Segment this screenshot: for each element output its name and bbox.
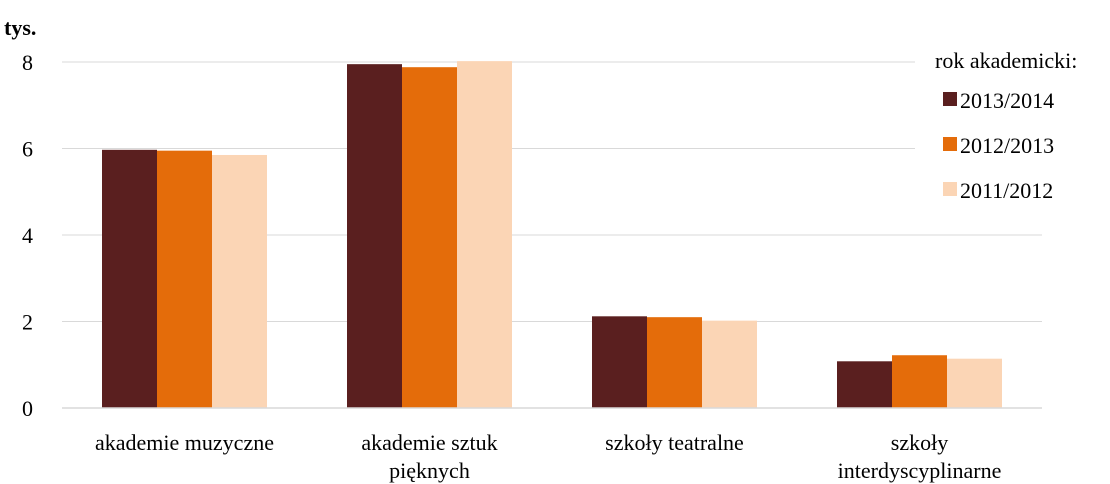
bar-2013-2014-2 <box>592 316 647 408</box>
y-axis-unit-label: tys. <box>4 15 36 40</box>
axes: 0 2 4 6 8 akademie muzyczne akademie sztuk pięk… <box>22 50 1042 483</box>
bar-2013-2014-1 <box>347 64 402 408</box>
bar-2011-2012-0 <box>212 154 267 408</box>
y-tick-label: 6 <box>22 137 33 162</box>
y-tick-label: 4 <box>22 223 33 248</box>
x-category-label: szkoły teatralne <box>605 430 744 455</box>
y-tick-label: 2 <box>22 310 33 335</box>
bar-2011-2012-2 <box>702 320 757 408</box>
legend-label: 2012/2013 <box>960 133 1054 158</box>
legend-label: 2011/2012 <box>960 178 1053 203</box>
legend: rok akademicki: 2013/2014 2012/2013 2011/20… <box>915 40 1105 218</box>
x-category-label: akademie muzyczne <box>95 430 274 455</box>
bar-2013-2014-0 <box>102 149 157 409</box>
legend-swatch <box>943 182 957 196</box>
y-tick-label: 8 <box>22 50 33 75</box>
bar-2012-2013-0 <box>157 150 212 408</box>
y-tick-label: 0 <box>22 396 33 421</box>
legend-swatch <box>943 92 957 106</box>
x-category-label: interdyscyplinarne <box>838 458 1002 483</box>
bar-2012-2013-3 <box>892 355 947 408</box>
bar-2012-2013-2 <box>647 317 702 408</box>
bar-2011-2012-3 <box>947 358 1002 408</box>
bar-2013-2014-3 <box>837 361 892 408</box>
bars <box>102 61 1002 409</box>
legend-title: rok akademicki: <box>935 48 1077 73</box>
x-category-label: szkoły <box>891 430 948 455</box>
legend-swatch <box>943 137 957 151</box>
bar-2011-2012-1 <box>457 61 512 408</box>
bar-2012-2013-1 <box>402 67 457 408</box>
x-category-label: akademie sztuk <box>361 430 497 455</box>
legend-label: 2013/2014 <box>960 88 1054 113</box>
x-category-label: pięknych <box>389 458 470 483</box>
